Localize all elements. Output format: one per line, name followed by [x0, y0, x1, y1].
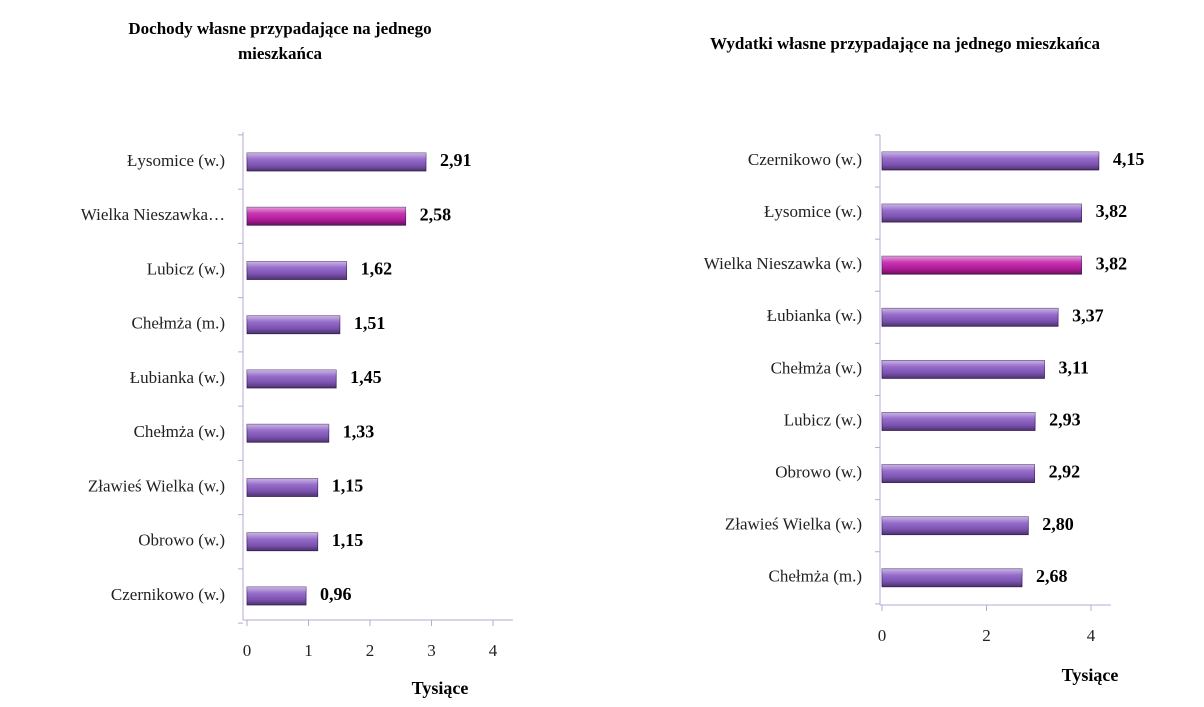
- bar: [881, 464, 1035, 484]
- bar: [246, 152, 427, 172]
- data-label: 2,58: [420, 204, 452, 224]
- x-tick-label: 4: [1087, 626, 1096, 645]
- category-label: Zławieś Wielka (w.): [88, 476, 225, 495]
- category-label: Czernikowo (w.): [748, 150, 862, 169]
- data-label: 0,96: [320, 584, 352, 604]
- bar: [246, 206, 407, 226]
- x-tick-label: 1: [304, 641, 313, 660]
- bar: [881, 359, 1045, 379]
- data-label: 1,45: [350, 367, 382, 387]
- data-label: 3,82: [1096, 201, 1128, 221]
- category-label: Chełmża (w.): [771, 358, 862, 377]
- chart-title: Dochody własne przypadające na jednego mi…: [128, 19, 431, 63]
- data-label: 2,92: [1049, 462, 1081, 482]
- x-axis-title: Tysiące: [412, 678, 469, 698]
- bar: [881, 568, 1023, 588]
- category-label: Zławieś Wielka (w.): [725, 515, 862, 534]
- bar: [246, 261, 348, 280]
- category-label: Lubicz (w.): [147, 259, 225, 278]
- x-tick-label: 3: [427, 641, 436, 660]
- data-label: 4,15: [1113, 149, 1145, 169]
- category-label: Obrowo (w.): [775, 463, 862, 482]
- bar: [881, 516, 1029, 536]
- category-label: Lubicz (w.): [784, 410, 862, 429]
- x-tick-label: 2: [982, 626, 991, 645]
- data-label: 2,93: [1049, 410, 1081, 430]
- data-label: 2,80: [1042, 514, 1074, 534]
- category-label: Łubianka (w.): [130, 368, 225, 387]
- bar: [881, 307, 1059, 327]
- data-label: 2,68: [1036, 566, 1068, 586]
- data-label: 1,33: [343, 421, 375, 441]
- category-label: Łysomice (w.): [764, 202, 862, 221]
- data-label: 1,15: [332, 476, 364, 496]
- x-tick-label: 0: [243, 641, 252, 660]
- x-tick-label: 4: [489, 641, 498, 660]
- bar: [246, 315, 341, 335]
- data-label: 1,51: [354, 313, 386, 333]
- bar: [246, 586, 307, 606]
- category-label: Łubianka (w.): [767, 306, 862, 325]
- bar: [246, 423, 330, 443]
- bar: [881, 412, 1036, 431]
- x-axis-title: Tysiące: [1062, 665, 1119, 685]
- data-label: 1,15: [332, 530, 364, 550]
- category-label: Chełmża (w.): [134, 422, 225, 441]
- category-label: Chełmża (m.): [132, 314, 225, 333]
- bar: [246, 369, 337, 389]
- chart-title: Wydatki własne przypadające na jednego m…: [710, 34, 1100, 53]
- bar: [881, 203, 1082, 223]
- category-label: Łysomice (w.): [127, 151, 225, 170]
- category-label: Wielka Nieszawka…: [81, 205, 225, 224]
- data-label: 3,82: [1096, 253, 1128, 273]
- x-tick-label: 0: [878, 626, 887, 645]
- bar: [881, 255, 1082, 275]
- category-label: Chełmża (m.): [769, 567, 862, 586]
- data-label: 1,62: [361, 259, 393, 279]
- data-label: 3,11: [1058, 358, 1089, 378]
- category-label: Czernikowo (w.): [111, 585, 225, 604]
- bar: [246, 478, 319, 497]
- data-label: 2,91: [440, 150, 472, 170]
- bar: [246, 532, 319, 552]
- data-label: 3,37: [1072, 305, 1104, 325]
- x-tick-label: 2: [366, 641, 375, 660]
- category-label: Wielka Nieszawka (w.): [704, 254, 862, 273]
- category-label: Obrowo (w.): [138, 531, 225, 550]
- bar: [881, 151, 1100, 171]
